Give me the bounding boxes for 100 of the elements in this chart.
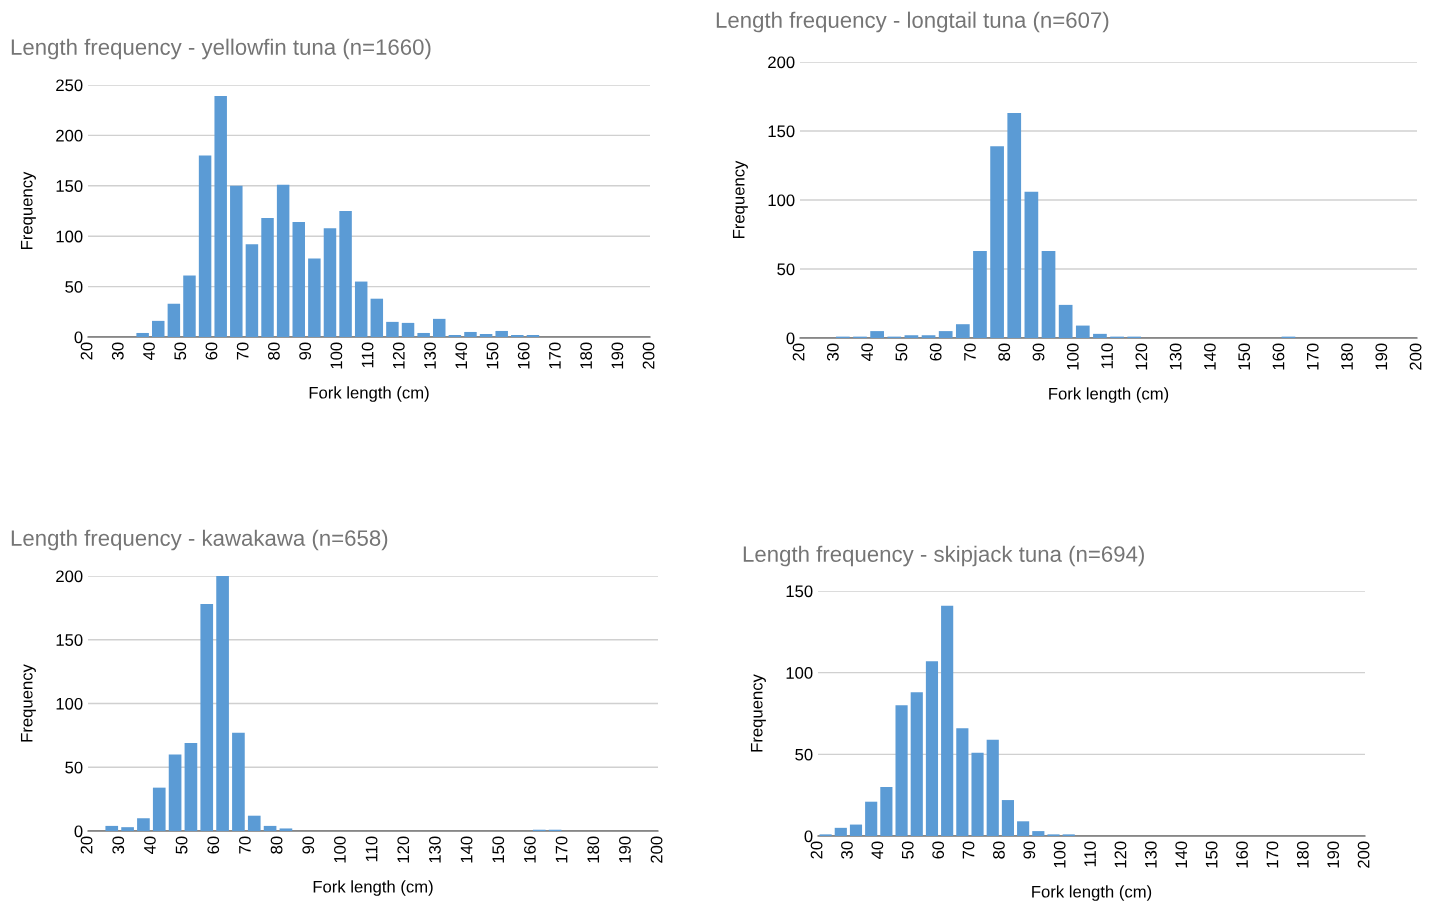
x-tick-label: 60 xyxy=(207,836,220,854)
x-tick-label: 130 xyxy=(429,836,441,863)
x-tick-label: 60 xyxy=(205,342,218,360)
x-tick-label: 200 xyxy=(650,836,663,863)
x-tick-label: 70 xyxy=(236,342,249,360)
x-tick-label: 70 xyxy=(239,836,251,854)
y-tick-label: 250 xyxy=(56,79,83,92)
x-tick-label: 20 xyxy=(810,841,823,859)
x-tick-label: 190 xyxy=(1375,343,1388,370)
x-tick-label: 120 xyxy=(1135,343,1148,370)
x-tick-label: 80 xyxy=(270,836,283,854)
x-tick-label: 130 xyxy=(424,342,436,369)
y-tick-label: 50 xyxy=(795,748,813,761)
x-tick-label: 180 xyxy=(1296,841,1309,868)
x-tick-label: 80 xyxy=(998,343,1011,361)
y-tick-label: 50 xyxy=(65,281,83,293)
y-tick-label: 150 xyxy=(786,585,813,598)
chart-title: Length frequency - kawakawa (n=658) xyxy=(11,529,388,551)
y-tick-label: 50 xyxy=(777,263,795,276)
y-tick-label: 150 xyxy=(56,634,83,646)
x-tick-label: 30 xyxy=(112,836,125,854)
x-tick-label: 140 xyxy=(460,836,473,863)
x-tick-label: 20 xyxy=(80,836,93,854)
chart-title: Length frequency - longtail tuna (n=607) xyxy=(716,11,1109,33)
x-tick-label: 110 xyxy=(361,342,374,368)
x-tick-label: 180 xyxy=(580,342,593,369)
y-tick-label: 200 xyxy=(768,56,795,69)
y-axis-title: Frequency xyxy=(732,160,748,238)
x-tick-label: 70 xyxy=(962,841,975,859)
y-tick-label: 100 xyxy=(768,194,795,207)
chart-title: Length frequency - skipjack tuna (n=694) xyxy=(743,545,1144,567)
y-tick-label: 150 xyxy=(56,180,83,192)
x-tick-label: 40 xyxy=(143,342,155,361)
x-tick-label: 60 xyxy=(932,841,945,859)
x-tick-label: 140 xyxy=(455,342,468,369)
x-axis-title: Fork length (cm) xyxy=(313,880,433,896)
x-tick-label: 80 xyxy=(268,342,280,360)
x-tick-label: 150 xyxy=(486,342,499,369)
x-tick-label: 170 xyxy=(1266,841,1279,868)
x-tick-label: 170 xyxy=(555,836,568,863)
x-tick-label: 40 xyxy=(861,343,874,362)
x-tick-label: 70 xyxy=(964,343,976,361)
x-tick-label: 40 xyxy=(871,841,884,860)
x-tick-label: 160 xyxy=(1236,841,1248,868)
x-tick-label: 190 xyxy=(611,342,624,369)
y-tick-label: 150 xyxy=(768,125,795,138)
x-tick-label: 150 xyxy=(1238,343,1251,370)
x-tick-label: 180 xyxy=(1341,343,1353,370)
x-tick-label: 90 xyxy=(1023,841,1036,859)
x-tick-label: 90 xyxy=(1032,343,1045,361)
x-tick-label: 200 xyxy=(1409,343,1422,370)
x-tick-label: 130 xyxy=(1169,343,1182,370)
x-tick-label: 160 xyxy=(517,342,530,369)
y-axis-title: Frequency xyxy=(20,171,36,249)
x-tick-label: 140 xyxy=(1175,841,1188,868)
x-tick-label: 20 xyxy=(792,343,805,361)
x-axis-title: Fork length (cm) xyxy=(1032,885,1152,901)
x-tick-label: 40 xyxy=(144,836,156,855)
x-tick-label: 30 xyxy=(111,342,124,360)
x-tick-label: 160 xyxy=(1272,343,1285,370)
chart-title: Length frequency - yellowfin tuna (n=1660) xyxy=(11,38,431,60)
x-tick-label: 50 xyxy=(175,836,188,854)
x-tick-label: 120 xyxy=(397,836,410,863)
y-tick-label: 200 xyxy=(56,129,83,142)
x-tick-label: 50 xyxy=(895,343,908,361)
y-tick-label: 0 xyxy=(74,825,83,838)
x-axis-title: Fork length (cm) xyxy=(309,386,429,402)
y-axis-title: Frequency xyxy=(20,664,36,742)
x-tick-label: 60 xyxy=(929,343,942,361)
x-axis-title: Fork length (cm) xyxy=(1049,387,1169,403)
y-tick-label: 0 xyxy=(786,332,795,345)
y-axis-title: Frequency xyxy=(750,674,766,752)
x-tick-label: 100 xyxy=(1066,343,1079,370)
x-tick-label: 50 xyxy=(174,342,187,360)
x-tick-label: 90 xyxy=(299,342,312,360)
x-tick-label: 100 xyxy=(1053,841,1066,868)
x-tick-label: 30 xyxy=(841,841,853,859)
x-tick-label: 100 xyxy=(334,836,346,863)
x-tick-label: 110 xyxy=(365,836,378,862)
x-tick-label: 30 xyxy=(826,343,839,361)
y-tick-label: 0 xyxy=(74,331,83,344)
x-tick-label: 20 xyxy=(80,342,93,360)
x-tick-label: 190 xyxy=(619,836,631,863)
x-tick-label: 120 xyxy=(392,342,405,369)
x-tick-label: 160 xyxy=(524,836,536,863)
y-tick-label: 0 xyxy=(804,830,813,843)
x-tick-label: 170 xyxy=(549,342,561,369)
y-tick-label: 50 xyxy=(65,761,83,774)
y-tick-label: 100 xyxy=(56,697,83,710)
x-tick-label: 190 xyxy=(1327,841,1340,868)
x-tick-label: 180 xyxy=(587,836,600,863)
x-tick-label: 140 xyxy=(1204,343,1216,370)
x-tick-label: 80 xyxy=(993,841,1005,859)
x-tick-label: 130 xyxy=(1144,841,1157,868)
x-tick-label: 200 xyxy=(1357,841,1370,868)
x-tick-label: 110 xyxy=(1084,841,1096,867)
x-tick-label: 150 xyxy=(1205,841,1218,868)
x-tick-label: 150 xyxy=(492,836,505,863)
y-tick-label: 100 xyxy=(786,667,813,679)
x-tick-label: 100 xyxy=(330,342,343,369)
